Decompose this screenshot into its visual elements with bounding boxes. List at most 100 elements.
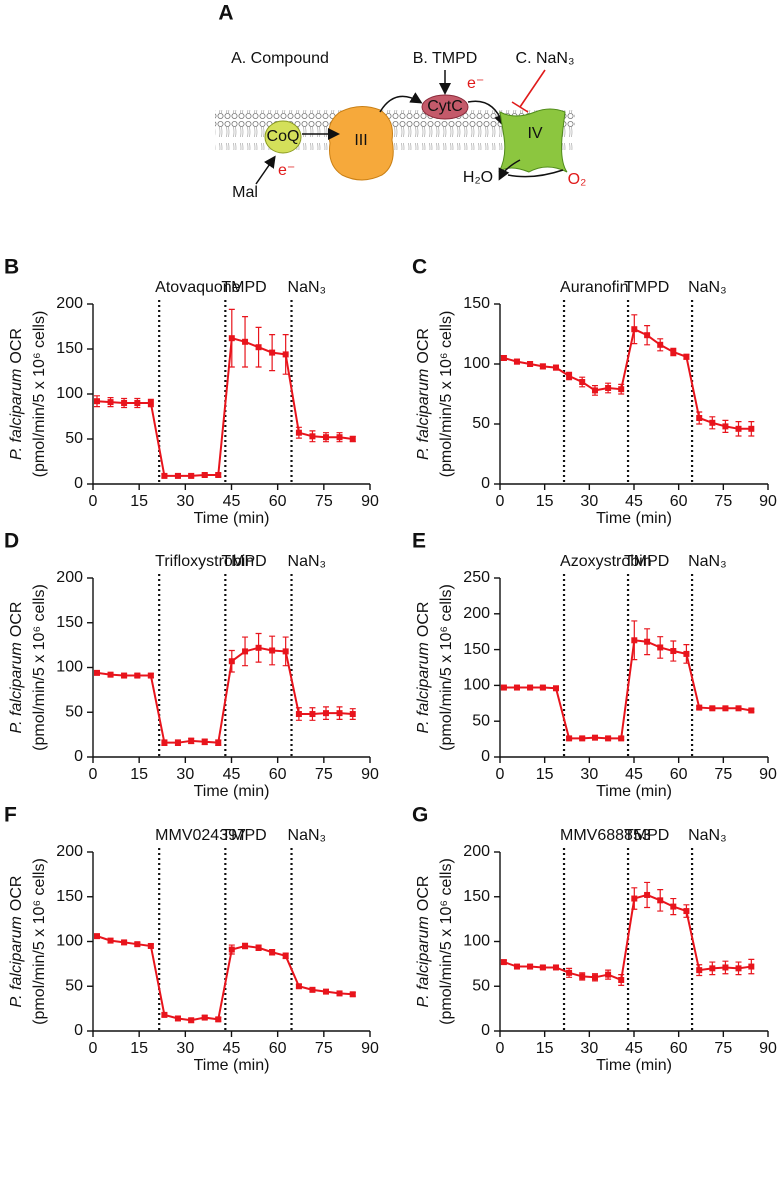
marker: [683, 650, 690, 657]
marker: [748, 425, 755, 432]
coq: [264, 120, 302, 154]
y-axis-label-species: P. falciparum: [415, 369, 432, 460]
y-axis-label-species: P. falciparum: [415, 642, 432, 733]
y-axis-label-measure: OCR: [8, 328, 25, 364]
x-tick-label: 45: [223, 766, 241, 783]
injection-label: Trifloxystrobin: [155, 553, 254, 570]
y-axis-label: P. falciparum OCR: [8, 602, 25, 734]
x-tick-label: 45: [223, 1040, 241, 1057]
y-tick-label: 100: [463, 677, 490, 694]
marker: [188, 472, 195, 479]
marker: [527, 963, 534, 970]
y-tick-label: 0: [481, 748, 490, 765]
marker: [322, 434, 329, 441]
injection-label: Auranofin: [560, 279, 629, 296]
chart: F 0 50 100 150 200 0 15 30 45 60 75 90 Time (min) P. f…: [4, 804, 379, 1075]
marker: [147, 400, 154, 406]
label: A. Compound: [231, 50, 329, 67]
marker: [591, 974, 598, 981]
injection-label: Azoxystrobin: [560, 553, 652, 570]
marker: [309, 711, 316, 718]
arrow: [507, 169, 564, 178]
x-tick-label: 0: [89, 1040, 98, 1057]
injection-label: TMPD: [221, 279, 266, 296]
marker: [336, 434, 343, 441]
marker: [657, 644, 664, 651]
marker: [670, 903, 677, 910]
marker: [295, 711, 302, 718]
marker: [670, 648, 677, 655]
marker: [215, 1016, 222, 1023]
marker: [618, 735, 625, 742]
marker: [242, 648, 249, 655]
x-tick-label: 60: [670, 493, 688, 510]
label: B. TMPD: [413, 50, 478, 67]
marker: [94, 669, 101, 676]
marker: [349, 991, 356, 998]
marker: [527, 684, 534, 691]
marker: [282, 952, 289, 959]
marker: [269, 349, 276, 356]
label: IV: [527, 125, 542, 142]
panel-label: E: [412, 530, 426, 553]
marker: [579, 379, 586, 385]
marker: [631, 637, 638, 644]
y-axis-label-units: (pmol/min/5 x 10⁶ cells): [31, 858, 48, 1025]
marker: [188, 1017, 195, 1024]
complex-iii: [328, 106, 394, 181]
marker: [107, 937, 114, 944]
y-tick-label: 100: [56, 659, 83, 676]
inhibition: [511, 69, 546, 113]
label: C. NaN₃: [516, 50, 575, 67]
marker: [618, 386, 625, 393]
y-tick-label: 50: [65, 430, 83, 447]
y-tick-label: 50: [472, 977, 490, 994]
injection-label: TMPD: [221, 827, 266, 844]
marker: [215, 739, 222, 746]
x-tick-label: 0: [496, 493, 505, 510]
marker: [188, 737, 195, 744]
y-tick-label: 150: [56, 340, 83, 357]
x-axis-label: Time (min): [194, 510, 270, 527]
x-tick-label: 60: [670, 1040, 688, 1057]
marker: [644, 638, 651, 645]
marker: [513, 358, 520, 365]
marker: [309, 986, 316, 993]
y-tick-label: 100: [56, 385, 83, 402]
x-tick-label: 15: [130, 493, 148, 510]
marker: [709, 419, 716, 426]
marker: [107, 399, 114, 406]
x-tick-label: 45: [625, 1040, 643, 1057]
marker: [121, 939, 128, 946]
y-tick-label: 50: [65, 977, 83, 994]
y-tick-label: 50: [472, 712, 490, 729]
x-tick-label: 15: [536, 493, 554, 510]
line: [503, 327, 752, 430]
y-tick-label: 0: [74, 1022, 83, 1039]
y-axis-label-species: P. falciparum: [8, 642, 25, 733]
marker: [552, 364, 559, 371]
label: CoQ: [267, 128, 300, 145]
marker: [696, 415, 703, 421]
y-axis-label-species: P. falciparum: [8, 369, 25, 460]
label: O₂: [568, 171, 587, 188]
marker: [696, 704, 703, 711]
arrow: [255, 155, 276, 185]
x-tick-label: 0: [496, 1040, 505, 1057]
y-axis-label: P. falciparum OCR: [8, 876, 25, 1008]
y-tick-label: 200: [463, 605, 490, 622]
marker: [500, 684, 507, 691]
x-tick-label: 90: [759, 493, 777, 510]
panel-label: A: [218, 2, 233, 25]
y-axis-label-species: P. falciparum: [8, 916, 25, 1007]
marker: [147, 672, 154, 679]
marker: [513, 684, 520, 691]
marker: [161, 1011, 168, 1018]
x-axis-label: Time (min): [596, 1057, 672, 1074]
x-tick-label: 45: [625, 766, 643, 783]
marker: [228, 658, 235, 665]
y-axis-label-measure: OCR: [415, 876, 432, 912]
marker: [134, 672, 141, 679]
marker: [147, 942, 154, 949]
